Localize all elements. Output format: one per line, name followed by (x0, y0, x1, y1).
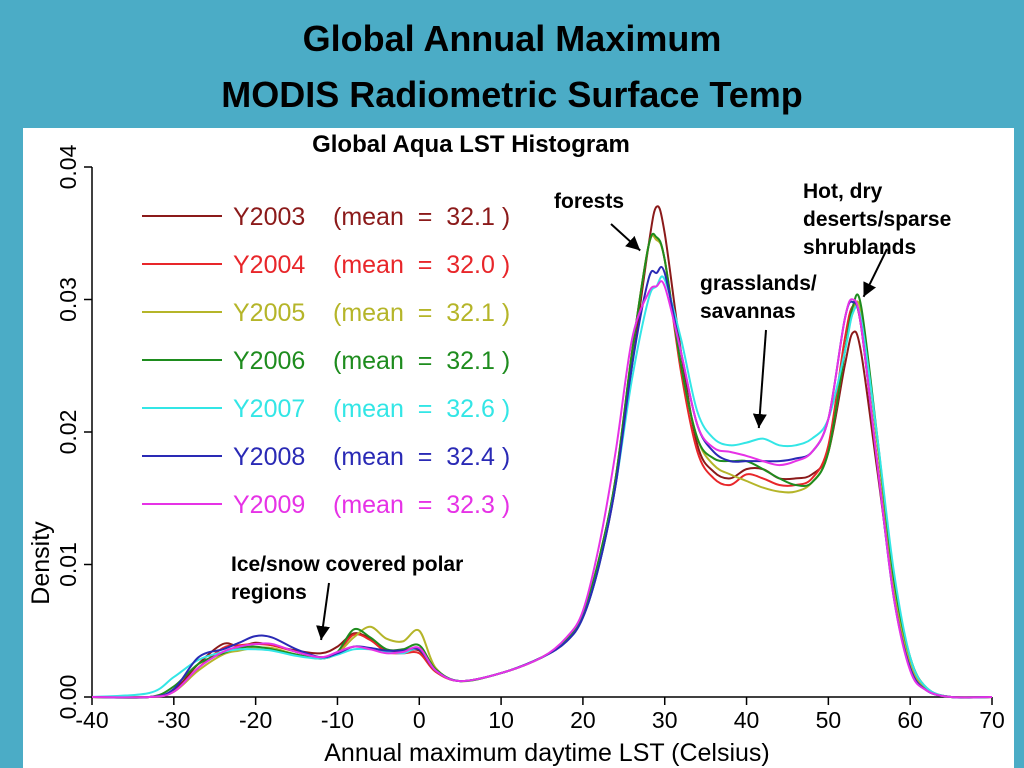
legend-label-y2009: Y2009 (233, 491, 305, 519)
chart-legend: Y2003 (mean = 32.1 ) Y2004 (mean = 32.0 ) Y2… (142, 203, 510, 519)
x-tick-label: 60 (897, 707, 923, 733)
series-line-y2009 (91, 280, 993, 699)
chart-axes: -40 -30 -20 -10 0 10 20 30 40 50 60 70 0.00 0.01 0.02 0… (55, 144, 1005, 733)
x-tick-label: 0 (413, 707, 426, 733)
x-tick-label: 10 (488, 707, 514, 733)
legend-label-y2005: Y2005 (233, 299, 305, 327)
y-tick-label: 0.00 (55, 675, 81, 720)
y-tick-label: 0.03 (55, 277, 81, 322)
annotation-text: deserts/sparse (803, 208, 951, 231)
y-tick-label: 0.04 (55, 144, 81, 189)
legend-mean-y2006: (mean = 32.1 ) (333, 347, 510, 375)
annotation-text: Ice/snow covered polar (231, 553, 463, 576)
chart-annotations: forests Hot, dry deserts/sparse shrublands g… (231, 180, 951, 641)
legend-label-y2006: Y2006 (233, 347, 305, 375)
legend-mean-y2005: (mean = 32.1 ) (333, 299, 510, 327)
legend-label-y2008: Y2008 (233, 443, 305, 471)
slide-title-line-2: MODIS Radiometric Surface Temp (221, 74, 803, 115)
series-line-y2008 (91, 265, 993, 699)
series-line-y2007 (91, 275, 993, 699)
legend-label-y2007: Y2007 (233, 395, 305, 423)
x-tick-label: -10 (321, 707, 354, 733)
annotation-arrow (752, 329, 767, 429)
x-tick-label: -30 (157, 707, 190, 733)
series-line-y2006 (91, 232, 993, 699)
legend-label-y2004: Y2004 (233, 251, 305, 279)
legend-label-y2003: Y2003 (233, 203, 305, 231)
x-tick-label: 50 (816, 707, 842, 733)
legend-mean-y2009: (mean = 32.3 ) (333, 491, 510, 519)
slide-title-line-1: Global Annual Maximum (302, 18, 722, 59)
series-line-y2003 (91, 205, 993, 699)
legend-mean-y2008: (mean = 32.4 ) (333, 443, 510, 471)
x-tick-label: 20 (570, 707, 596, 733)
legend-mean-y2007: (mean = 32.6 ) (333, 395, 510, 423)
x-tick-label: 70 (979, 707, 1005, 733)
histogram-chart: Global Aqua LST Histogram -40 -30 -20 -10 0 1… (27, 131, 1005, 767)
annotation-arrow (862, 248, 888, 298)
annotation-text: savannas (700, 300, 796, 323)
annotation-arrow (316, 582, 330, 641)
chart-panel: Global Aqua LST Histogram -40 -30 -20 -10 0 1… (23, 128, 1014, 768)
y-axis-label: Density (27, 521, 55, 605)
annotation-text: Hot, dry (803, 180, 883, 203)
x-tick-label: 40 (734, 707, 760, 733)
y-tick-label: 0.01 (55, 542, 81, 587)
x-axis-label: Annual maximum daytime LST (Celsius) (324, 739, 770, 767)
x-tick-label: -20 (239, 707, 272, 733)
annotation-text: shrublands (803, 236, 916, 259)
x-tick-label: -40 (75, 707, 108, 733)
legend-mean-y2004: (mean = 32.0 ) (333, 251, 510, 279)
y-tick-label: 0.02 (55, 410, 81, 455)
chart-title: Global Aqua LST Histogram (312, 131, 630, 158)
legend-mean-y2003: (mean = 32.1 ) (333, 203, 510, 231)
annotation-text: regions (231, 581, 307, 604)
annotation-text: grasslands/ (700, 272, 817, 295)
annotation-text: forests (554, 190, 624, 213)
x-tick-label: 30 (652, 707, 678, 733)
annotation-arrow (610, 223, 641, 252)
series-lines (91, 205, 993, 699)
